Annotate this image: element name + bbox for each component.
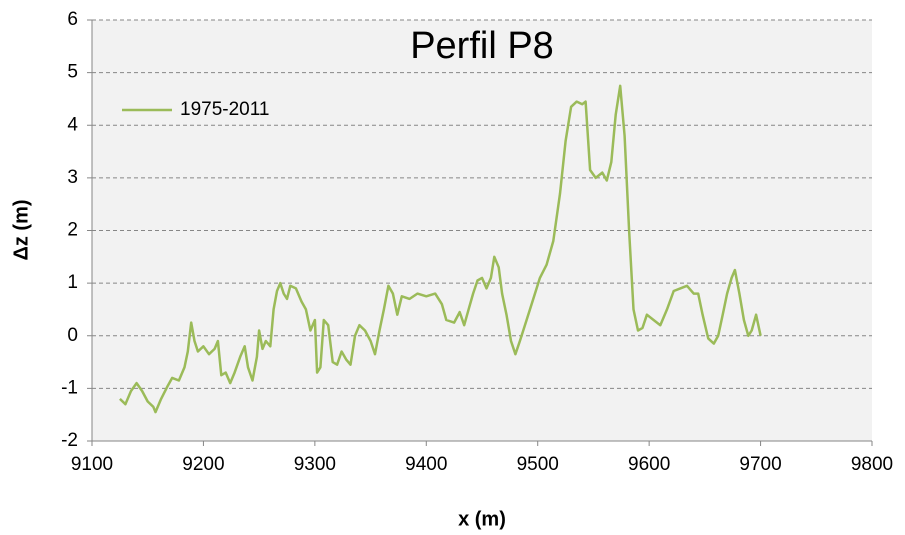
x-tick-label: 9600 — [628, 454, 670, 475]
data-line — [119, 84, 762, 414]
x-tick-label: 9100 — [71, 454, 113, 475]
y-tick-label: 3 — [67, 167, 78, 188]
x-tick-label: 9800 — [851, 454, 893, 475]
x-tick-label: 9400 — [405, 454, 447, 475]
x-tick-label: 9700 — [739, 454, 781, 475]
legend-label: 1975-2011 — [180, 99, 269, 120]
plot-area — [92, 20, 872, 441]
y-tick-label: 1 — [67, 272, 78, 293]
y-tick-label: 5 — [67, 62, 78, 83]
y-tick-label: 2 — [67, 220, 78, 241]
y-tick-label: -1 — [61, 377, 78, 398]
x-tick-label: 9200 — [182, 454, 224, 475]
x-tick-label: 9300 — [294, 454, 336, 475]
y-tick-label: -2 — [61, 430, 78, 451]
x-tick-label: 9500 — [517, 454, 559, 475]
y-tick-label: 0 — [67, 325, 78, 346]
y-tick-label: 4 — [67, 114, 78, 135]
x-axis-label: x (m) — [458, 508, 506, 530]
y-axis-label: Δz (m) — [10, 199, 32, 260]
y-tick-label: 6 — [67, 9, 78, 30]
chart-title: Perfil P8 — [410, 25, 554, 67]
